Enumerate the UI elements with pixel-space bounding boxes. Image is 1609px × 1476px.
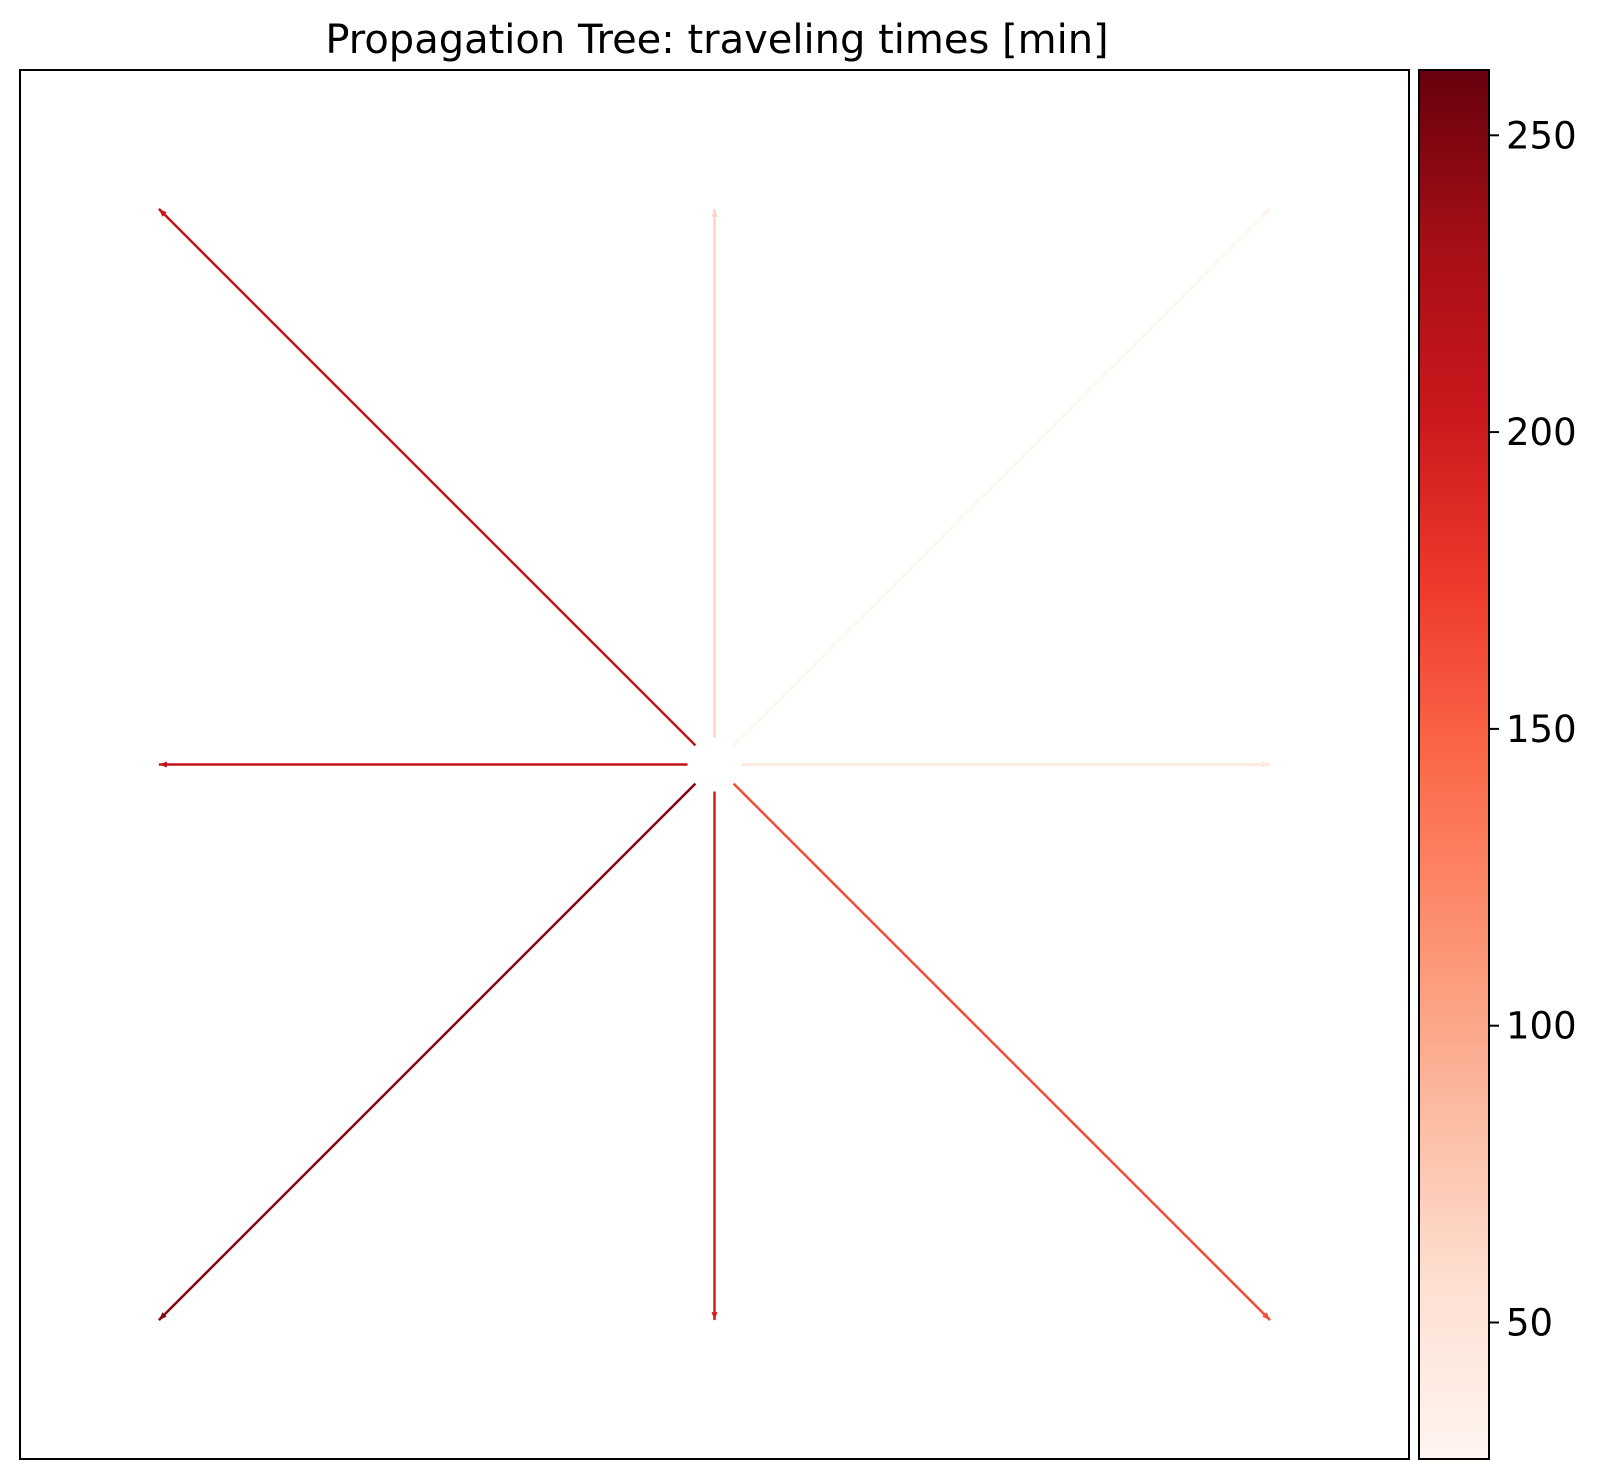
plot-frame bbox=[19, 69, 1410, 1460]
edge-arrowhead-ne bbox=[1262, 208, 1271, 217]
colorbar bbox=[1418, 69, 1490, 1460]
edge-sw bbox=[158, 782, 697, 1321]
colorbar-tick-label: 100 bbox=[1506, 1005, 1577, 1048]
edge-arrowhead-nw bbox=[158, 208, 167, 217]
edge-arrowhead-se bbox=[1262, 1312, 1271, 1321]
colorbar-tick-label: 150 bbox=[1506, 708, 1577, 751]
edge-arrowhead-sw bbox=[158, 1312, 167, 1321]
colorbar-tick-label: 250 bbox=[1506, 114, 1577, 157]
edge-arrowhead-s bbox=[711, 1312, 718, 1321]
edge-ne bbox=[732, 208, 1271, 747]
colorbar-tick-label: 200 bbox=[1506, 411, 1577, 454]
colorbar-ticks: 50 100 150 200 250 bbox=[1489, 114, 1577, 1345]
edges-layer bbox=[158, 208, 1271, 1321]
edge-arrowhead-e bbox=[1262, 761, 1271, 768]
edge-arrowhead-w bbox=[158, 761, 167, 768]
edge-arrowhead-n bbox=[711, 208, 718, 217]
edge-se bbox=[732, 782, 1271, 1321]
colorbar-tick-label: 50 bbox=[1506, 1302, 1553, 1345]
chart-title: Propagation Tree: traveling times [min] bbox=[325, 17, 1108, 63]
edge-nw bbox=[158, 208, 697, 747]
